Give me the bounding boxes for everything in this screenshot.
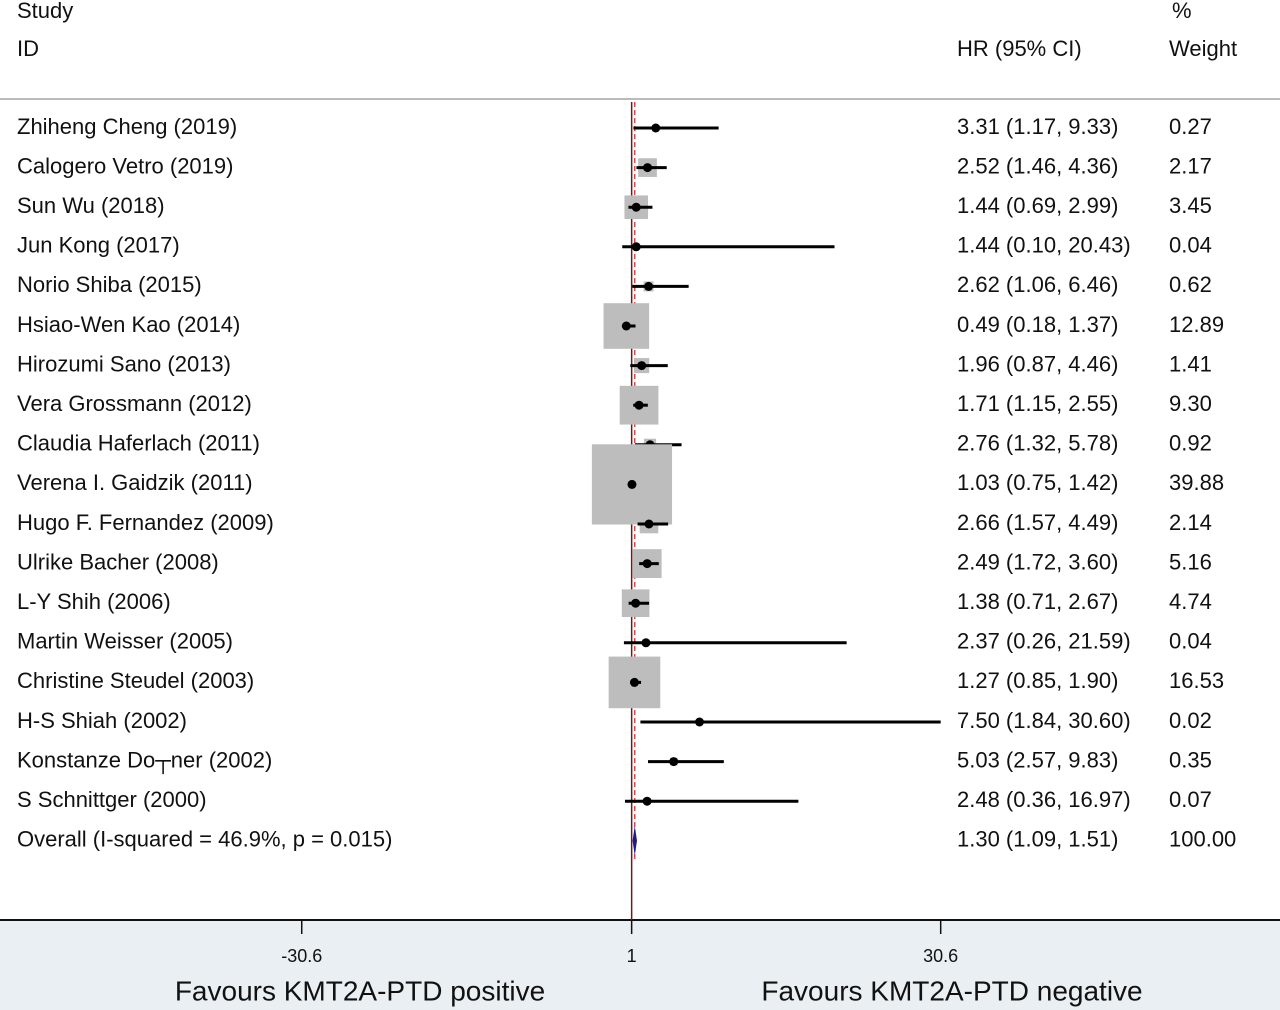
point-estimate <box>643 163 653 173</box>
weight-label: 0.02 <box>1169 708 1212 733</box>
point-estimate <box>627 479 637 489</box>
x-label-right: Favours KMT2A-PTD negative <box>761 975 1142 1006</box>
weight-label: 0.04 <box>1169 629 1212 654</box>
overall-weight-label: 100.00 <box>1169 827 1236 852</box>
weight-label: 3.45 <box>1169 193 1212 218</box>
effect-label: 2.37 (0.26, 21.59) <box>957 629 1131 654</box>
weight-label: 39.88 <box>1169 470 1224 495</box>
x-tick-label: 30.6 <box>923 946 958 966</box>
study-label: Konstanze Do┬ner (2002) <box>17 747 272 774</box>
effect-label: 1.38 (0.71, 2.67) <box>957 589 1118 614</box>
study-label: Martin Weisser (2005) <box>17 629 233 654</box>
weight-label: 2.14 <box>1169 510 1212 535</box>
effect-label: 2.48 (0.36, 16.97) <box>957 787 1131 812</box>
study-label: Ulrike Bacher (2008) <box>17 549 219 574</box>
overall-label: Overall (I-squared = 46.9%, p = 0.015) <box>17 827 392 852</box>
weight-label: 16.53 <box>1169 668 1224 693</box>
x-label-left: Favours KMT2A-PTD positive <box>175 975 545 1006</box>
effect-label: 2.62 (1.06, 6.46) <box>957 272 1118 297</box>
effect-label: 1.71 (1.15, 2.55) <box>957 391 1118 416</box>
study-label: Claudia Haferlach (2011) <box>17 431 260 456</box>
study-label: Hsiao-Wen Kao (2014) <box>17 312 240 337</box>
weight-label: 2.17 <box>1169 153 1212 178</box>
effect-label: 3.31 (1.17, 9.33) <box>957 114 1118 139</box>
point-estimate <box>631 202 641 212</box>
point-estimate <box>669 757 679 767</box>
point-estimate <box>644 281 654 291</box>
point-estimate <box>651 123 661 133</box>
effect-label: 2.52 (1.46, 4.36) <box>957 153 1118 178</box>
weight-label: 5.16 <box>1169 549 1212 574</box>
effect-label: 2.66 (1.57, 4.49) <box>957 510 1118 535</box>
point-estimate <box>695 717 705 727</box>
study-label: Hirozumi Sano (2013) <box>17 351 231 376</box>
point-estimate <box>634 400 644 410</box>
study-label: Hugo F. Fernandez (2009) <box>17 510 274 535</box>
study-label: Christine Steudel (2003) <box>17 668 254 693</box>
x-tick-label: -30.6 <box>281 946 322 966</box>
weight-label: 1.41 <box>1169 351 1212 376</box>
header-effect: HR (95% CI) <box>957 36 1082 61</box>
weight-label: 0.04 <box>1169 233 1212 258</box>
weight-label: 12.89 <box>1169 312 1224 337</box>
weight-label: 0.07 <box>1169 787 1212 812</box>
effect-label: 5.03 (2.57, 9.83) <box>957 747 1118 772</box>
overall-diamond <box>632 825 637 856</box>
point-estimate <box>629 677 639 687</box>
weight-label: 9.30 <box>1169 391 1212 416</box>
effect-label: 2.49 (1.72, 3.60) <box>957 549 1118 574</box>
axis-band <box>0 920 1280 1010</box>
study-label: S Schnittger (2000) <box>17 787 207 812</box>
study-label: Norio Shiba (2015) <box>17 272 202 297</box>
effect-label: 1.44 (0.10, 20.43) <box>957 233 1131 258</box>
effect-label: 7.50 (1.84, 30.60) <box>957 708 1131 733</box>
study-label: Verena I. Gaidzik (2011) <box>17 470 253 495</box>
effect-label: 1.27 (0.85, 1.90) <box>957 668 1118 693</box>
study-label: Calogero Vetro (2019) <box>17 153 233 178</box>
weight-label: 0.62 <box>1169 272 1212 297</box>
study-label: Zhiheng Cheng (2019) <box>17 114 237 139</box>
effect-label: 2.76 (1.32, 5.78) <box>957 431 1118 456</box>
header-weight: Weight <box>1169 36 1237 61</box>
effect-label: 1.96 (0.87, 4.46) <box>957 351 1118 376</box>
study-label: L-Y Shih (2006) <box>17 589 171 614</box>
overall-effect-label: 1.30 (1.09, 1.51) <box>957 827 1118 852</box>
weight-label: 0.92 <box>1169 431 1212 456</box>
effect-label: 0.49 (0.18, 1.37) <box>957 312 1118 337</box>
point-estimate <box>631 598 641 608</box>
x-tick-label: 1 <box>627 946 637 966</box>
weight-label: 0.27 <box>1169 114 1212 139</box>
header-study: Study <box>17 0 73 23</box>
study-label: H-S Shiah (2002) <box>17 708 187 733</box>
point-estimate <box>621 321 631 331</box>
effect-label: 1.03 (0.75, 1.42) <box>957 470 1118 495</box>
header-id: ID <box>17 36 39 61</box>
point-estimate <box>642 796 652 806</box>
effect-label: 1.44 (0.69, 2.99) <box>957 193 1118 218</box>
study-label: Sun Wu (2018) <box>17 193 165 218</box>
weight-label: 4.74 <box>1169 589 1212 614</box>
study-label: Jun Kong (2017) <box>17 233 180 258</box>
weight-label: 0.35 <box>1169 747 1212 772</box>
point-estimate <box>637 361 647 371</box>
point-estimate <box>642 559 652 569</box>
point-estimate <box>644 519 654 529</box>
header-pct: % <box>1172 0 1192 23</box>
study-label: Vera Grossmann (2012) <box>17 391 252 416</box>
point-estimate <box>631 242 641 252</box>
point-estimate <box>641 638 651 648</box>
